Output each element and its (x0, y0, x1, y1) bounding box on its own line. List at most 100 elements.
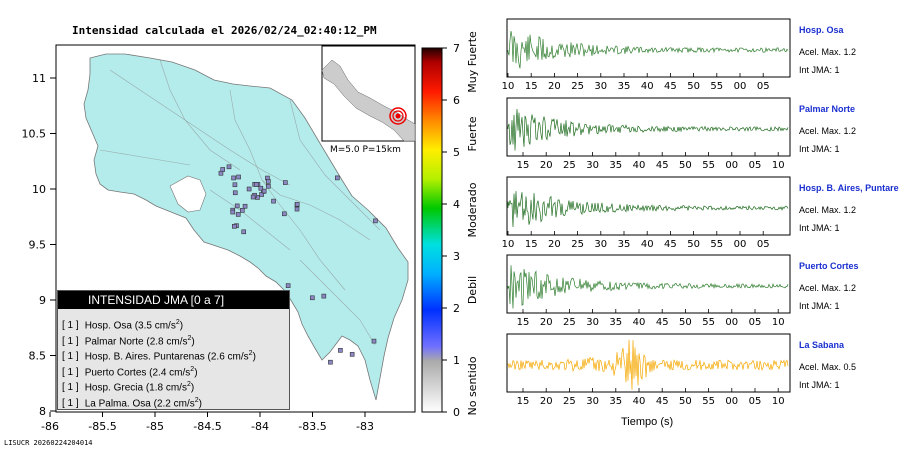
station-marker (266, 183, 271, 189)
legend-row-unit-exp: 2 (194, 396, 199, 404)
intensity-legend: INTENSIDAD JMA [0 a 7] [ 1 ] Hosp. Osa (3… (57, 290, 290, 410)
lon-tick-label: -84.5 (193, 420, 221, 433)
time-tick-label: 25 (563, 160, 576, 171)
time-tick-label: 40 (633, 160, 646, 171)
colorbar-tick-label: 3 (453, 250, 460, 263)
legend-row-name: Hosp. B. Aires. Puntarenas (2.6 cm/s (84, 351, 249, 363)
station-jma-intensity: Int JMA: 1 (799, 65, 840, 75)
station-marker (258, 185, 264, 191)
time-tick-label: 05 (749, 160, 762, 171)
station-marker (371, 338, 377, 344)
station-marker (338, 348, 343, 353)
legend-row-unit-exp: 2 (186, 381, 191, 388)
colorbar-tick-label: 0 (453, 406, 460, 419)
lat-tick-label: 10.5 (22, 128, 47, 141)
seismogram-panel: 10 15 20 25 30 35 40 45 50 55 00 05 (502, 176, 791, 250)
intensity-colorbar (421, 47, 443, 413)
time-tick-label: 30 (594, 239, 607, 250)
time-tick-label: 00 (725, 317, 738, 328)
time-tick-label: 15 (517, 396, 530, 407)
station-marker (226, 164, 232, 170)
colorbar-tick-label: 5 (453, 146, 460, 159)
time-tick-label: 20 (548, 81, 561, 92)
waveform-trace (507, 339, 789, 390)
time-tick-label: 10 (772, 317, 785, 328)
lat-tick-label: 8 (39, 405, 46, 418)
time-tick-label: 15 (525, 81, 538, 92)
colorbar-tick-label: 4 (453, 198, 460, 211)
station-marker (259, 192, 264, 197)
waveform-trace (507, 30, 789, 69)
time-tick-label: 00 (725, 160, 738, 171)
station-marker (294, 201, 300, 207)
legend-row: [ 1 ] Hosp. Osa (3.5 cm/s2) (58, 315, 289, 331)
legend-row-code: [ 1 ] (62, 320, 79, 332)
station-marker (294, 206, 300, 212)
time-tick-label: 55 (710, 81, 723, 92)
legend-row-unit-exp: 2 (187, 334, 192, 342)
station-marker (271, 198, 276, 204)
time-tick-label: 25 (571, 239, 584, 250)
lon-tick-label: -86 (41, 420, 59, 433)
time-tick-label: 55 (710, 239, 723, 250)
seismogram-panel: 15 20 25 30 35 40 45 50 55 00 05 10 (506, 97, 791, 171)
colorbar-tick-label: 2 (453, 302, 460, 315)
seismogram-panels: 10 15 20 25 30 35 40 45 50 55 00 05 15 20 25 30 35 40 45 50… (502, 18, 791, 407)
station-marker (285, 283, 291, 288)
station-marker (236, 174, 241, 180)
time-tick-label: 40 (641, 81, 654, 92)
legend-row-code: [ 1 ] (62, 335, 79, 347)
legend-row-unit-exp: 2 (190, 365, 195, 373)
colorbar-category-label: Muy Fuerte (466, 31, 479, 93)
time-tick-label: 05 (757, 239, 770, 250)
time-tick-label: 10 (772, 396, 785, 407)
colorbar-tick-label: 7 (453, 42, 460, 55)
legend-row-name: Hosp. Osa (3.5 cm/s (84, 320, 176, 332)
time-tick-label: 05 (749, 396, 762, 407)
time-tick-label: 05 (749, 317, 762, 328)
station-name: Puerto Cortes (799, 261, 859, 271)
colorbar-tick-label: 1 (453, 354, 460, 367)
station-marker (250, 194, 256, 200)
lat-tick-label: 9.5 (29, 239, 47, 252)
station-name: Hosp. B. Aires, Puntare (799, 183, 899, 193)
station-marker (232, 190, 238, 196)
time-tick-label: 50 (679, 396, 692, 407)
time-tick-label: 50 (679, 317, 692, 328)
station-marker (321, 293, 327, 299)
time-tick-label: 15 (517, 317, 530, 328)
time-tick-label: 10 (772, 160, 785, 171)
colorbar-category-label: No sentido (466, 356, 479, 415)
time-tick-label: 00 (725, 396, 738, 407)
station-marker (310, 295, 315, 301)
legend-row-close: ) (252, 351, 256, 363)
legend-row-close: ) (179, 320, 184, 332)
time-tick-label: 45 (664, 239, 677, 250)
time-tick-label: 40 (633, 317, 646, 328)
legend-row-close: ) (194, 366, 198, 378)
station-max-accel: Acel. Max. 0.5 (799, 362, 857, 372)
lon-tick-label: -85.5 (88, 420, 116, 433)
time-tick-label: 30 (594, 81, 607, 92)
colorbar-ticks: 0 1 2 3 4 5 6 7 (442, 42, 460, 419)
station-jma-intensity: Int JMA: 1 (799, 380, 840, 390)
time-tick-label: 55 (702, 317, 715, 328)
station-marker (218, 170, 224, 176)
epicenter-marker (389, 107, 407, 125)
waveform-trace (507, 191, 789, 228)
time-tick-label: 20 (540, 160, 553, 171)
costa-rica-land (83, 53, 409, 401)
legend-row-unit-exp: 2 (175, 319, 180, 326)
legend-row: [ 1 ] Puerto Cortes (2.4 cm/s2) (58, 362, 289, 378)
time-tick-label: 40 (641, 239, 654, 250)
inset-label: M=5.0 P=15km (330, 145, 401, 155)
footer-id: LISUCR 20260224204014 (4, 439, 93, 447)
lat-tick-label: 8.5 (29, 350, 47, 363)
time-tick-label: 45 (656, 317, 669, 328)
time-tick-label: 50 (687, 81, 700, 92)
station-marker (253, 182, 259, 187)
station-marker (235, 212, 241, 217)
colorbar-category-label: Debil (466, 276, 479, 304)
lon-tick-label: -83 (356, 420, 374, 433)
lat-tick-label: 10 (32, 183, 46, 196)
